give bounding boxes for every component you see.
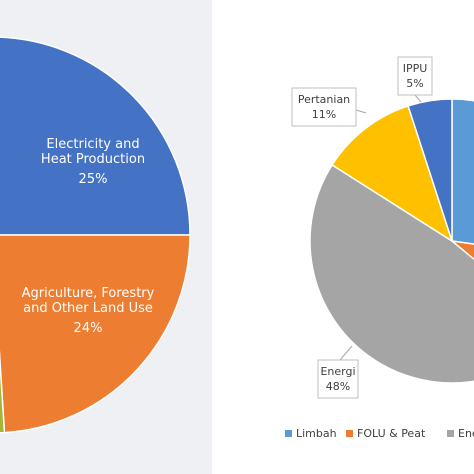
leader-line-ippu [414,94,422,103]
legend-label-1: FOLU & Peat [357,427,426,440]
pie-slice-agriculture [0,234,191,434]
legend-label-2: Ene [458,427,474,440]
callout-value-energi: 48% [326,380,350,393]
slice-label-electricity-line2: Heat Production [41,152,145,167]
legend-swatch-0 [285,430,292,437]
callout-label-ippu: IPPU [403,62,428,75]
slice-label-electricity-line1: Electricity and [46,137,139,152]
pie-slice-limbah [451,98,474,245]
pie-slice-electricity [0,36,191,236]
slice-label-agriculture-line1: Agriculture, Forestry [22,286,155,301]
slice-value-electricity: 25% [79,172,108,187]
legend-swatch-1 [346,430,353,437]
callout-label-energi: Energi [320,365,355,378]
callout-box-pertanian [291,87,357,127]
pie-slice-energi [309,163,474,384]
slice-value-agriculture: 24% [74,321,103,336]
pie-slice-partial [0,350,6,434]
leader-line-energi [339,345,353,361]
callout-box-energi [317,359,359,399]
legend-label-0: Limbah [296,427,337,440]
callout-value-pertanian: 11% [312,108,336,121]
legend-swatch-2 [447,430,454,437]
callout-label-pertanian: Pertanian [298,93,350,106]
pie-slice-ippu [407,98,453,242]
leader-line-pertanian [355,109,367,114]
pie-slice-folu-peat [449,239,474,261]
pie-slice-pertanian [331,105,454,243]
slice-label-agriculture-line2: and Other Land Use [23,301,153,316]
left-chart-panel: Electricity and Heat Production 25% Agricul… [0,0,212,474]
callout-box-ippu [397,56,433,96]
callout-value-ippu: 5% [406,77,423,90]
